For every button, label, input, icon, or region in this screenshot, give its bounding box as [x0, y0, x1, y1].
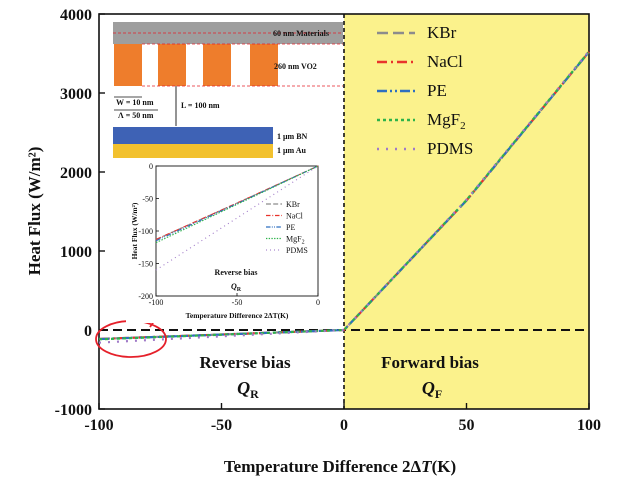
inset-reverse-bias-note: Reverse bias	[215, 268, 258, 277]
inset-legend-label-mgf2: MgF2	[286, 235, 305, 246]
forward-bias-symbol: QF	[422, 378, 442, 401]
y-tick-label: -1000	[55, 402, 92, 419]
y-axis-title: Heat Flux (W/m²)	[25, 147, 44, 276]
inset-legend-label-kbr: KBr	[286, 200, 300, 209]
legend-label-kbr: KBr	[427, 23, 457, 42]
y-tick-label: 3000	[60, 86, 92, 103]
inset-y-tick-label: -150	[138, 260, 153, 269]
au-layer	[113, 144, 273, 158]
au-label: 1 μm Au	[277, 146, 307, 155]
legend-label-nacl: NaCl	[427, 52, 463, 71]
inset-y-axis-title: Heat Flux (W/m²)	[130, 202, 139, 259]
vo2-grating-4	[250, 44, 278, 86]
series-layer	[98, 50, 590, 344]
x-tick-label: -50	[211, 417, 232, 434]
legend: KBr NaCl PE MgF2 PDMS	[377, 23, 473, 158]
x-tick-label: 100	[577, 417, 601, 434]
inset-y-tick-label: -100	[138, 227, 153, 236]
vo2-label: 260 nm VO2	[274, 62, 317, 71]
inset-x-tick-label: 0	[316, 298, 320, 307]
legend-label-pdms: PDMS	[427, 139, 473, 158]
y-tick-label: 1000	[60, 244, 92, 261]
inset-chart: -100 -50 0 0 -50 -100 -150 -200 Temperature Dif…	[126, 160, 326, 323]
w-label: W = 10 nm	[116, 98, 154, 107]
inset-series-line-pdms	[155, 165, 319, 271]
gap-label: L = 100 nm	[181, 101, 220, 110]
device-schematic: 60 nm Materials 260 nm VO2 W = 10 nm Λ =…	[113, 22, 343, 158]
reverse-bias-symbol: QR	[237, 378, 259, 401]
inset-legend-label-pe: PE	[286, 223, 295, 232]
inset-y-tick-label: -200	[138, 292, 153, 301]
x-axis-title: Temperature Difference 2ΔT(K)	[224, 457, 456, 476]
reverse-bias-label: Reverse bias	[199, 353, 291, 372]
x-tick-label: -100	[84, 417, 113, 434]
x-tick-label: 50	[459, 417, 475, 434]
inset-y-tick-label: 0	[149, 162, 153, 171]
y-tick-label: 0	[84, 323, 92, 340]
lambda-label: Λ = 50 nm	[118, 111, 154, 120]
inset-series-layer	[155, 165, 319, 271]
series-line-mgf2	[98, 50, 590, 341]
legend-label-mgf2: MgF2	[427, 110, 466, 132]
inset-legend-label-pdms: PDMS	[286, 246, 308, 255]
inset-legend-label-nacl: NaCl	[286, 212, 304, 221]
bn-layer	[113, 127, 273, 144]
inset-x-tick-label: -100	[149, 298, 164, 307]
vo2-grating-1	[114, 44, 142, 86]
inset-x-axis-title: Temperature Difference 2ΔT(K)	[186, 311, 289, 320]
y-tick-label: 4000	[60, 7, 92, 24]
legend-label-pe: PE	[427, 81, 447, 100]
materials-label: 60 nm Materials	[273, 29, 329, 38]
bn-label: 1 μm BN	[277, 132, 308, 141]
x-tick-label: 0	[340, 417, 348, 434]
inset-series-line-pe	[155, 165, 319, 242]
vo2-grating-2	[158, 44, 186, 86]
vo2-grating-3	[203, 44, 231, 86]
inset-reverse-bias-symbol: QR	[231, 282, 242, 293]
inset-ticks-layer: -100 -50 0 0 -50 -100 -150 -200	[138, 162, 320, 307]
inset-y-tick-label: -50	[142, 195, 153, 204]
y-tick-label: 2000	[60, 165, 92, 182]
series-line-pdms	[98, 50, 590, 344]
forward-bias-label: Forward bias	[381, 353, 479, 372]
inset-series-line-kbr	[155, 165, 319, 240]
inset-x-tick-label: -50	[232, 298, 243, 307]
forward-bias-region	[344, 14, 589, 409]
